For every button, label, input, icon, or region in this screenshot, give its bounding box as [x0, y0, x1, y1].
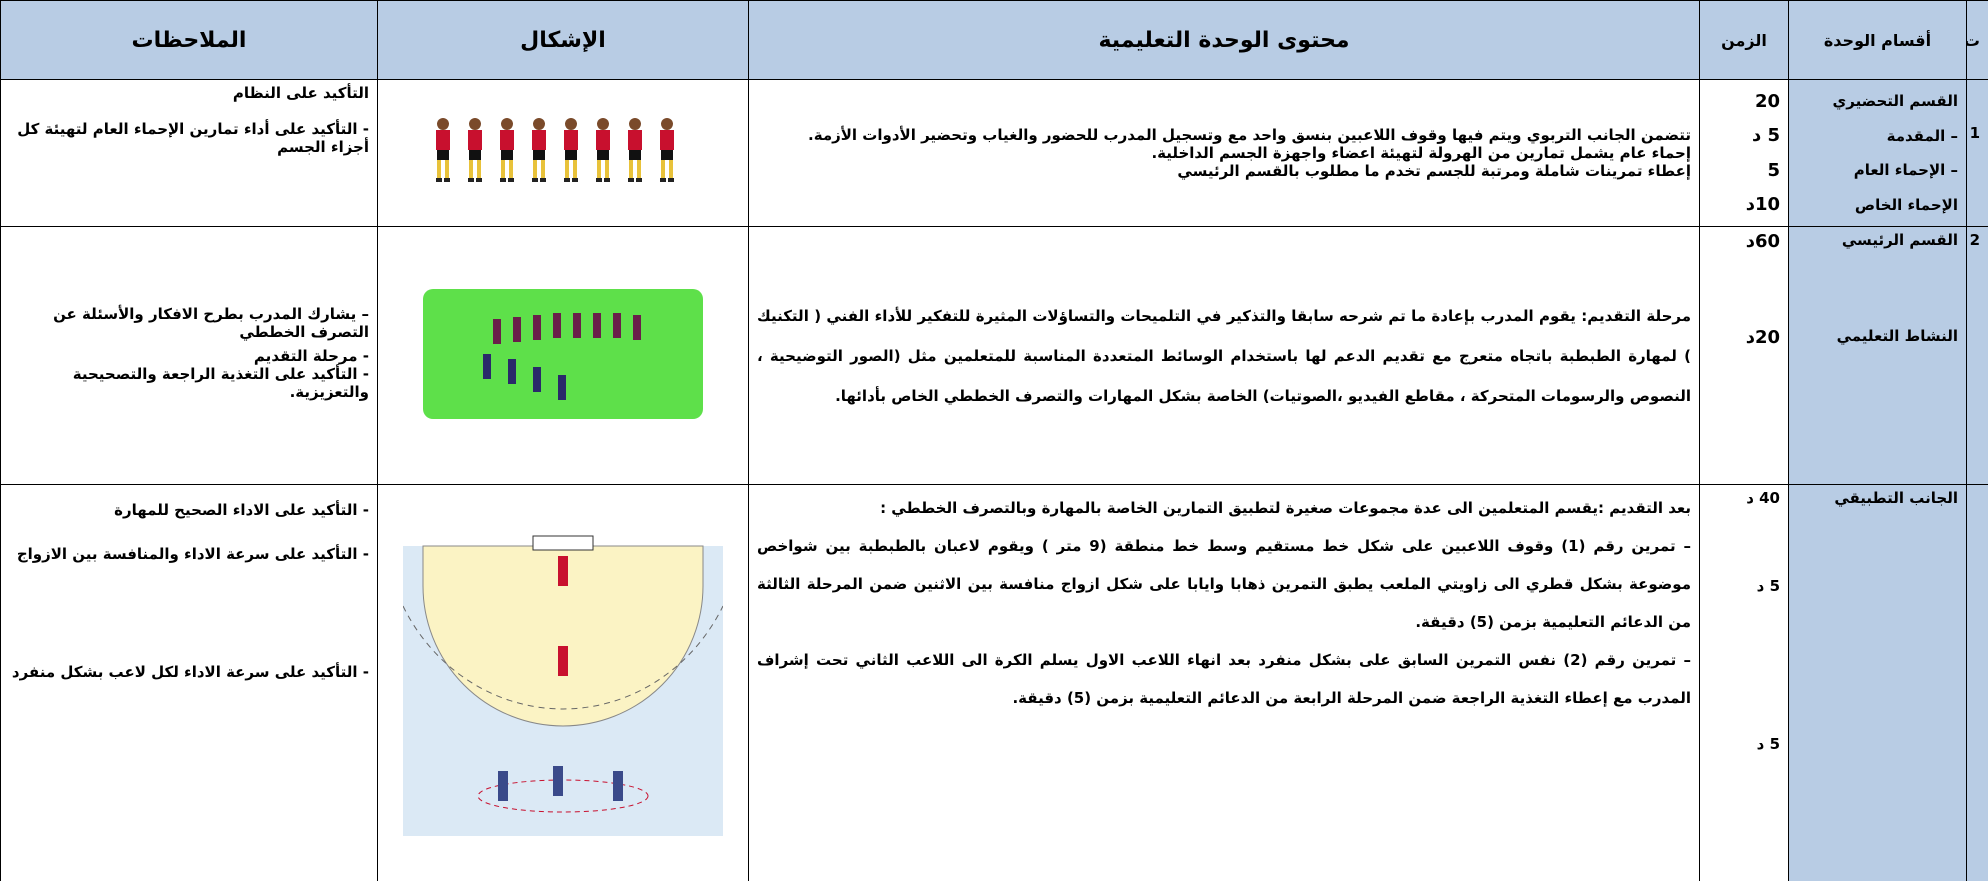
number-cell — [1966, 484, 1988, 881]
content-cell: مرحلة التقديم: يقوم المدرب بإعادة ما تم … — [748, 226, 1700, 485]
header-row: ت أقسام الوحدة الزمن محتوى الوحدة التعلي… — [0, 0, 1988, 80]
figure-cell — [377, 79, 749, 227]
time: 40 د — [1746, 489, 1780, 507]
content-text: تتضمن الجانب التربوي ويتم فيها وقوف اللا… — [808, 126, 1691, 144]
time: 20د — [1745, 327, 1780, 348]
content-cell: تتضمن الجانب التربوي ويتم فيها وقوف اللا… — [748, 79, 1700, 227]
note: - التأكيد على أداء تمارين الإحماء العام … — [17, 120, 369, 156]
row: 1 القسم التحضيري – المقدمة – الإحماء الع… — [0, 79, 1988, 227]
content-text: إحماء عام يشمل تمارين من الهرولة لتهيئة … — [1151, 144, 1691, 162]
note: التأكيد على النظام — [232, 84, 369, 102]
section-label: الجانب التطبيقي — [1834, 489, 1958, 507]
time: 5 — [1767, 159, 1780, 181]
row-number: 1 — [1969, 124, 1980, 142]
section-cell: القسم الرئيسي النشاط التعليمي — [1788, 226, 1967, 485]
time-cell: 60د 20د — [1699, 226, 1789, 485]
number-cell: 1 — [1966, 79, 1988, 227]
header-cell: الإشكال — [377, 0, 749, 80]
content-text: مرحلة التقديم: يقوم المدرب بإعادة ما تم … — [757, 306, 1691, 405]
figure-cell — [377, 226, 749, 485]
note: - التأكيد على سرعة الاداء لكل لاعب بشكل … — [11, 663, 369, 681]
section-label: القسم الرئيسي — [1841, 231, 1958, 249]
time: 60د — [1745, 231, 1780, 252]
content-text: بعد التقديم :يقسم المتعلمين الى عدة مجمو… — [880, 499, 1691, 517]
time: 10د — [1745, 194, 1780, 216]
row-number: 2 — [1969, 231, 1980, 249]
header-cell: محتوى الوحدة التعليمية — [748, 0, 1700, 80]
content-text: – تمرين رقم (1) وقوف اللاعبين على شكل خط… — [757, 537, 1691, 631]
note: - التأكيد على الاداء الصحيح للمهارة — [114, 501, 369, 519]
note: - التأكيد على التغذية الراجعة والتصحيحية… — [72, 364, 369, 401]
time: 5 د — [1756, 577, 1780, 595]
notes-cell: التأكيد على النظام - التأكيد على أداء تم… — [0, 79, 378, 227]
time-cell: 20 5 د 5 10د — [1699, 79, 1789, 227]
notes-cell: - التأكيد على الاداء الصحيح للمهارة - ال… — [0, 484, 378, 881]
time-cell: 40 د 5 د 5 د — [1699, 484, 1789, 881]
header-cell: الزمن — [1699, 0, 1789, 80]
header-cell: أقسام الوحدة — [1788, 0, 1967, 80]
figure-cell — [377, 484, 749, 881]
zigzag-drill-figure — [423, 288, 703, 419]
row: الجانب التطبيقي 40 د 5 د 5 د بعد التقديم… — [0, 484, 1988, 881]
time: 5 د — [1751, 125, 1780, 147]
note: - مرحلة التقديم — [253, 346, 369, 365]
section-label: – المقدمة — [1886, 126, 1958, 145]
time: 20 — [1754, 90, 1780, 112]
note: - التأكيد على سرعة الاداء والمنافسة بين … — [16, 545, 369, 563]
court-figure — [402, 535, 724, 836]
section-cell: القسم التحضيري – المقدمة – الإحماء العام… — [1788, 79, 1967, 227]
row: 2 القسم الرئيسي النشاط التعليمي 60د 20د … — [0, 226, 1988, 485]
section-label: النشاط التعليمي — [1836, 327, 1958, 345]
note: – يشارك المدرب بطرح الافكار والأسئلة عن … — [53, 304, 369, 341]
header-cell: الملاحظات — [0, 0, 378, 80]
section-label: القسم التحضيري — [1832, 92, 1958, 111]
content-cell: بعد التقديم :يقسم المتعلمين الى عدة مجمو… — [748, 484, 1700, 881]
content-text: – تمرين رقم (2) نفس التمرين السابق على ب… — [757, 651, 1691, 707]
section-label: – الإحماء العام — [1853, 161, 1958, 180]
section-label: الإحماء الخاص — [1854, 195, 1958, 214]
number-cell: 2 — [1966, 226, 1988, 485]
notes-cell: – يشارك المدرب بطرح الافكار والأسئلة عن … — [0, 226, 378, 485]
time: 5 د — [1756, 735, 1780, 753]
section-cell: الجانب التطبيقي — [1788, 484, 1967, 881]
players-line-figure — [436, 118, 674, 182]
content-text: إعطاء تمرينات شاملة ومرتبة للجسم تخدم ما… — [1177, 162, 1691, 180]
header-cell: ت — [1966, 0, 1988, 80]
